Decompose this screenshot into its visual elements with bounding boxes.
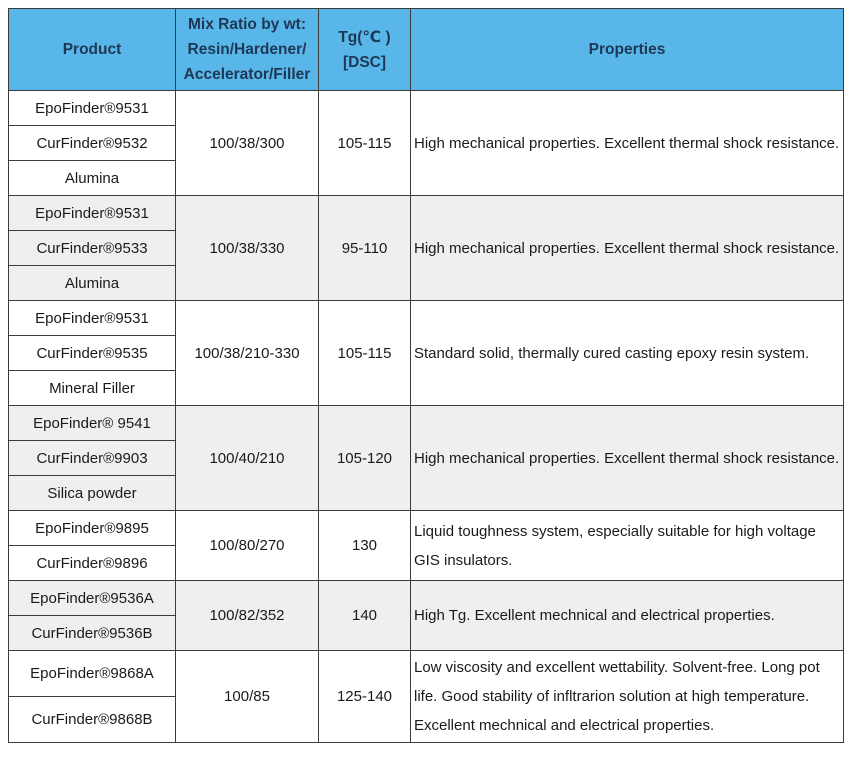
mix-ratio-cell: 100/38/210-330 (175, 300, 319, 406)
table-row: CurFinder®9903 (8, 440, 844, 476)
table-row: CurFinder®9896 (8, 545, 844, 581)
table-row: CurFinder®9532 (8, 125, 844, 161)
col-header-properties-label: Properties (588, 40, 666, 58)
tg-cell: 140 (318, 580, 411, 651)
product-cell: CurFinder®9896 (8, 545, 176, 581)
mix-ratio-cell: 100/85 (175, 650, 319, 743)
mix-ratio-cell: 100/38/300 (175, 90, 319, 196)
product-cell: EpoFinder®9895 (8, 510, 176, 546)
col-header-properties: Properties (410, 8, 844, 91)
properties-cell: High mechanical properties. Excellent th… (410, 195, 844, 301)
table-row: EpoFinder® 9541 100/40/210 105-120 High mec… (8, 405, 844, 511)
col-header-tg: Tg(℃ ) [DSC] (318, 8, 411, 91)
tg-cell: 105-120 (318, 405, 411, 511)
properties-cell: High mechanical properties. Excellent th… (410, 90, 844, 196)
tg-cell: 125-140 (318, 650, 411, 743)
product-cell: EpoFinder®9868A (8, 650, 176, 697)
product-cell: CurFinder®9535 (8, 335, 176, 371)
col-header-tg-line2: [DSC] (342, 53, 387, 71)
tg-cell: 105-115 (318, 90, 411, 196)
epoxy-product-table: Product Mix Ratio by wt: Resin/Hardener/… (8, 8, 844, 743)
properties-cell: Low viscosity and excellent wettability.… (410, 650, 844, 743)
col-header-tg-line1: Tg(℃ ) (338, 28, 391, 46)
product-cell: CurFinder®9536B (8, 615, 176, 651)
product-cell: EpoFinder®9531 (8, 300, 176, 336)
tg-cell: 95-110 (318, 195, 411, 301)
product-cell: CurFinder®9533 (8, 230, 176, 266)
col-header-product-label: Product (62, 40, 122, 58)
col-header-mix-ratio: Mix Ratio by wt: Resin/Hardener/ Acceler… (175, 8, 319, 91)
table-row: EpoFinder®9895 100/80/270 130 Liquid toughn… (8, 510, 844, 581)
properties-cell: Standard solid, thermally cured casting … (410, 300, 844, 406)
product-cell: EpoFinder®9531 (8, 195, 176, 231)
table-row: EpoFinder®9531 100/38/330 95-110 High mecha… (8, 195, 844, 301)
header-row: Product Mix Ratio by wt: Resin/Hardener/… (8, 8, 844, 91)
product-cell: EpoFinder® 9541 (8, 405, 176, 441)
table-row: CurFinder®9868B (8, 696, 844, 743)
table-row: CurFinder®9533 (8, 230, 844, 266)
table-row: CurFinder®9535 (8, 335, 844, 371)
product-cell: EpoFinder®9531 (8, 90, 176, 126)
table-row: EpoFinder®9536A 100/82/352 140 High Tg. Exc… (8, 580, 844, 651)
mix-ratio-cell: 100/38/330 (175, 195, 319, 301)
col-header-mix-ratio-line3: Accelerator/Filler (183, 66, 311, 83)
col-header-mix-ratio-line1: Mix Ratio by wt: (188, 16, 306, 33)
product-cell: CurFinder®9903 (8, 440, 176, 476)
properties-cell: High Tg. Excellent mechnical and electri… (410, 580, 844, 651)
table-header: Product Mix Ratio by wt: Resin/Hardener/… (8, 8, 844, 91)
table-row: EpoFinder®9531 100/38/300 105-115 High mech… (8, 90, 844, 196)
product-cell: Mineral Filler (8, 370, 176, 406)
mix-ratio-cell: 100/82/352 (175, 580, 319, 651)
product-cell: Silica powder (8, 475, 176, 511)
tg-cell: 105-115 (318, 300, 411, 406)
product-cell: Alumina (8, 160, 176, 196)
properties-cell: High mechanical properties. Excellent th… (410, 405, 844, 511)
table-row: Alumina (8, 265, 844, 301)
col-header-product: Product (8, 8, 176, 91)
table-row: Silica powder (8, 475, 844, 511)
product-cell: Alumina (8, 265, 176, 301)
product-cell: CurFinder®9532 (8, 125, 176, 161)
col-header-mix-ratio-line2: Resin/Hardener/ (187, 41, 307, 58)
table-row: EpoFinder®9531 100/38/210-330 105-115 Stand… (8, 300, 844, 406)
tg-cell: 130 (318, 510, 411, 581)
product-cell: EpoFinder®9536A (8, 580, 176, 616)
table-row: Alumina (8, 160, 844, 196)
table-body: EpoFinder®9531 100/38/300 105-115 High mech… (8, 90, 844, 743)
table-row: CurFinder®9536B (8, 615, 844, 651)
product-cell: CurFinder®9868B (8, 696, 176, 743)
mix-ratio-cell: 100/80/270 (175, 510, 319, 581)
properties-cell: Liquid toughness system, especially suit… (410, 510, 844, 581)
table-row: Mineral Filler (8, 370, 844, 406)
mix-ratio-cell: 100/40/210 (175, 405, 319, 511)
table-row: EpoFinder®9868A 100/85 125-140 Low viscosit… (8, 650, 844, 743)
